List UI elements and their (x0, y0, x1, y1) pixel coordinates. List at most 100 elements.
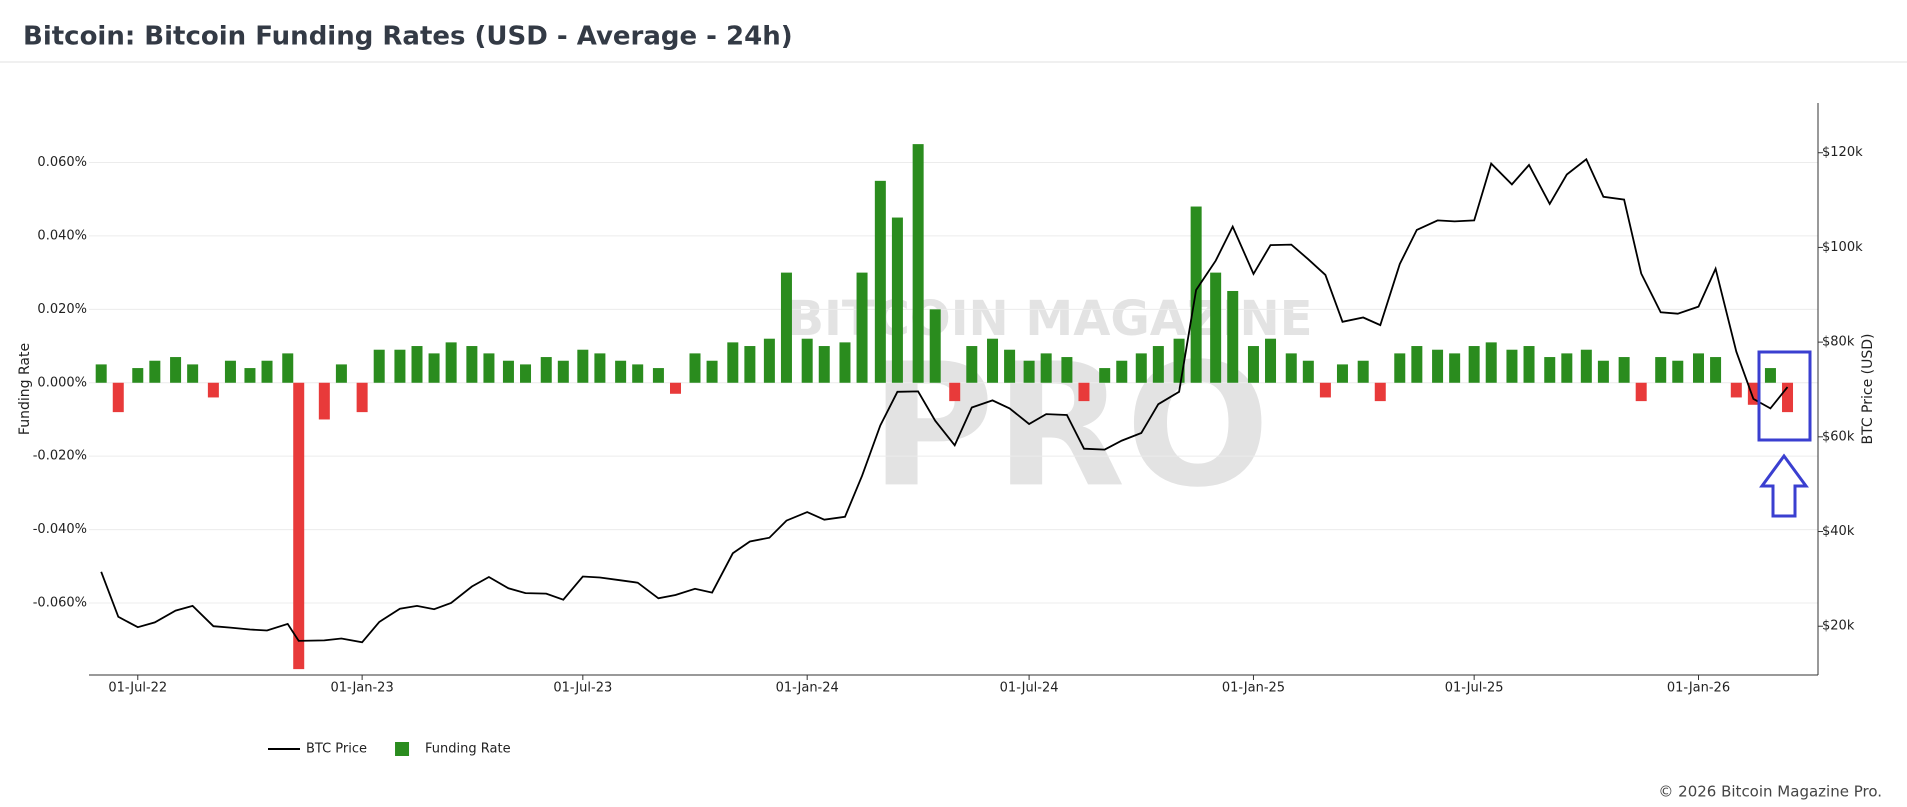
bar (1710, 357, 1722, 383)
bar (744, 346, 756, 383)
bar (949, 382, 961, 402)
y2-tick-label: $80k (1822, 335, 1855, 350)
bar (1468, 346, 1480, 383)
bar (483, 353, 495, 383)
bar (282, 353, 294, 383)
x-tick-label: 01-Jan-24 (776, 681, 839, 696)
bar (1302, 360, 1314, 383)
bar (987, 338, 999, 383)
y2-tick-label: $40k (1822, 524, 1855, 539)
y2-axis-label: BTC Price (USD) (1860, 333, 1876, 444)
x-tick-label: 01-Jul-24 (1000, 681, 1059, 696)
bar (1730, 382, 1742, 398)
bar (818, 346, 830, 383)
y2-tick-label: $120k (1822, 145, 1863, 160)
bar (540, 357, 552, 383)
y-tick-label: -0.040% (33, 522, 87, 537)
bar (1336, 364, 1348, 383)
bar (577, 349, 589, 383)
bar (207, 382, 219, 398)
bar (1173, 338, 1185, 383)
bar (1561, 353, 1573, 383)
bar (1618, 357, 1630, 383)
bar (244, 368, 256, 383)
y-axis-label: Funding Rate (17, 343, 33, 435)
bar (1485, 342, 1497, 383)
bar (1023, 360, 1035, 383)
bar (966, 346, 978, 383)
bar (373, 349, 385, 383)
bar (170, 357, 182, 383)
bar (632, 364, 644, 383)
y-tick-label: 0.020% (37, 302, 87, 317)
bar (706, 360, 718, 383)
bar (1580, 349, 1592, 383)
legend-label: Funding Rate (425, 742, 511, 757)
bar (1078, 382, 1090, 402)
bar (132, 368, 144, 383)
bar (874, 180, 886, 383)
bar (1285, 353, 1297, 383)
x-tick-label: 01-Jul-22 (108, 681, 167, 696)
bar (1693, 353, 1705, 383)
bar (112, 382, 124, 413)
bar (411, 346, 423, 383)
bar (261, 360, 273, 383)
bar (1544, 357, 1556, 383)
bar (1394, 353, 1406, 383)
bar (1227, 290, 1239, 383)
y-tick-label: -0.020% (33, 449, 87, 464)
bar (1061, 357, 1073, 383)
bar (466, 346, 478, 383)
y2-tick-label: $20k (1822, 619, 1855, 634)
bar (727, 342, 739, 383)
bar (763, 338, 775, 383)
bar (1319, 382, 1331, 398)
bar (689, 353, 701, 383)
bar (912, 144, 924, 383)
bar (356, 382, 368, 413)
bar (1004, 349, 1016, 383)
x-tick-label: 01-Jan-26 (1667, 681, 1730, 696)
bar (1210, 272, 1222, 383)
highlight-arrow (1759, 453, 1809, 518)
bar (1747, 382, 1759, 405)
bar (780, 272, 792, 383)
x-tick-label: 01-Jan-23 (331, 681, 394, 696)
bar (1506, 349, 1518, 383)
bar (1782, 382, 1794, 413)
bar (1597, 360, 1609, 383)
bar (891, 217, 903, 383)
bar (1672, 360, 1684, 383)
bar (1374, 382, 1386, 402)
bar (224, 360, 236, 383)
bar (1357, 360, 1369, 383)
bar (1152, 346, 1164, 383)
bar (394, 349, 406, 383)
bar (652, 368, 664, 383)
bar (1449, 353, 1461, 383)
x-tick-label: 01-Jul-23 (553, 681, 612, 696)
bar (856, 272, 868, 383)
x-tick-label: 01-Jan-25 (1222, 681, 1285, 696)
bar (669, 382, 681, 394)
bar (1764, 368, 1776, 383)
bar (520, 364, 532, 383)
legend-label: BTC Price (306, 742, 367, 757)
bar (293, 382, 305, 670)
bar (1635, 382, 1647, 402)
bar (95, 364, 107, 383)
y-tick-label: 0.040% (37, 228, 87, 243)
x-tick-label: 01-Jul-25 (1445, 681, 1504, 696)
y2-tick-label: $60k (1822, 429, 1855, 444)
bar (594, 353, 606, 383)
highlight-box (1757, 350, 1812, 442)
bar (1099, 368, 1111, 383)
bar (1265, 338, 1277, 383)
bar (557, 360, 569, 383)
legend-swatch (395, 742, 410, 756)
bar (929, 309, 941, 383)
copyright: © 2026 Bitcoin Magazine Pro. (1658, 783, 1882, 801)
bar (502, 360, 514, 383)
